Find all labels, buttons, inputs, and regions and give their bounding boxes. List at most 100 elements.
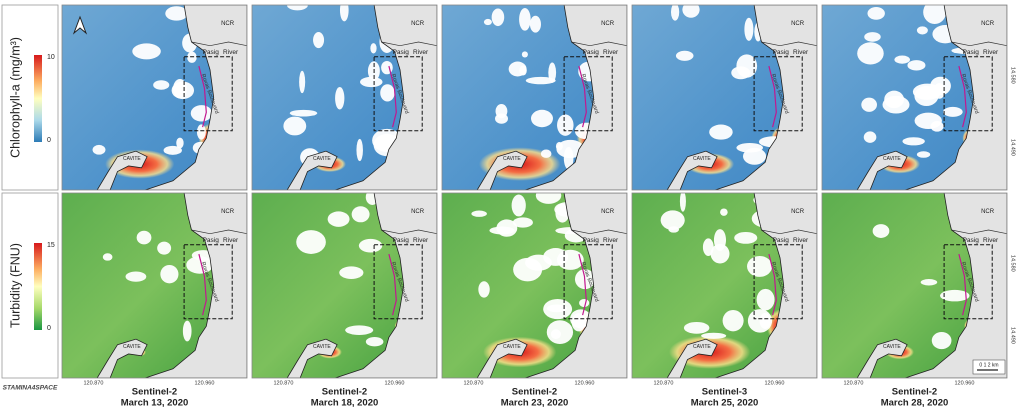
study-area (943, 56, 993, 132)
river-label: River (983, 49, 999, 56)
cloud (894, 55, 910, 64)
river-label: River (413, 237, 429, 244)
boulevard-line (768, 253, 777, 316)
color-bar (34, 243, 42, 330)
cloud (171, 81, 195, 100)
cloud (491, 8, 505, 27)
color-bar (34, 55, 42, 142)
cloud (710, 243, 730, 264)
peninsula (666, 338, 718, 378)
panel-date: March 13, 2020 (121, 398, 189, 408)
river-label: River (793, 49, 809, 56)
study-area (563, 56, 613, 132)
scale-bar: 0 1 2 km (979, 362, 998, 368)
river-label: Pasig (963, 237, 980, 244)
cloud (471, 210, 487, 217)
cloud (153, 80, 170, 90)
cloud (125, 271, 147, 282)
map-content (822, 193, 1007, 378)
cloud (550, 329, 561, 340)
cloud (102, 253, 113, 261)
cloud (132, 43, 161, 60)
cloud (744, 17, 754, 41)
map-content (62, 193, 247, 378)
y-tick-label: 14.490 (1010, 139, 1016, 156)
cloud (299, 70, 306, 94)
map-content (62, 5, 247, 190)
boulevard-line (198, 65, 207, 128)
land (715, 193, 817, 378)
cloud (339, 266, 364, 279)
cloud (747, 255, 773, 277)
province-label: CAVITE (883, 344, 901, 350)
cloud (916, 151, 931, 158)
cloud (756, 288, 775, 311)
province-label: CAVITE (313, 156, 331, 162)
cloud (675, 50, 694, 61)
y-tick-label: 14.580 (1010, 255, 1016, 272)
province-label: CAVITE (693, 156, 711, 162)
x-tick-label: 120.870 (844, 380, 864, 386)
land (525, 193, 627, 378)
cloud (519, 8, 531, 31)
map-border (821, 192, 1008, 379)
cloud (511, 194, 526, 217)
cloud (864, 32, 881, 42)
river-label: Pasig (773, 49, 790, 56)
cloud (345, 325, 374, 335)
x-tick-label: 120.870 (274, 380, 294, 386)
cloud (478, 281, 490, 298)
map-content (442, 193, 627, 378)
region-label: NCR (981, 209, 995, 215)
cloud (525, 76, 556, 85)
cloud (287, 5, 308, 11)
cloud (512, 217, 533, 228)
land (905, 193, 1007, 378)
study-area (753, 244, 803, 320)
panel-sensor: Sentinel-2 (132, 387, 177, 398)
province-label: CAVITE (503, 344, 521, 350)
logo: STAMINA4SPACE (3, 385, 58, 392)
cloud (546, 304, 568, 313)
cloud (360, 76, 383, 88)
panel-sensor: Sentinel-3 (702, 387, 747, 398)
x-tick-label: 120.960 (385, 380, 405, 386)
boulevard-line (578, 65, 587, 128)
map-border (441, 192, 628, 379)
y-tick-label: 14.490 (1010, 327, 1016, 344)
map-border (251, 4, 438, 191)
cloud (313, 31, 325, 49)
x-tick-label: 120.960 (955, 380, 975, 386)
river-label: Pasig (393, 49, 410, 56)
cloud (668, 226, 680, 233)
cloud (186, 256, 213, 274)
cloud (495, 104, 508, 119)
cloud (190, 105, 213, 122)
river-label: Pasig (203, 237, 220, 244)
river-label: River (603, 49, 619, 56)
x-tick-label: 120.960 (575, 380, 595, 386)
map-border (631, 4, 818, 191)
cloud (731, 66, 751, 80)
color-bar-max: 15 (47, 242, 55, 249)
province-label: CAVITE (883, 156, 901, 162)
river (191, 229, 247, 235)
cloud (709, 124, 733, 140)
river (571, 41, 627, 47)
region-label: NCR (221, 21, 235, 27)
cloud (902, 137, 925, 146)
x-tick-label: 120.870 (464, 380, 484, 386)
map-border (61, 4, 248, 191)
region-label: NCR (791, 21, 805, 27)
north-arrow (72, 15, 88, 35)
cloud (867, 6, 885, 20)
cloud (165, 6, 188, 21)
cloud (380, 84, 395, 102)
legend-label: Turbidity (FNU) (8, 243, 22, 328)
peninsula (666, 150, 718, 190)
cloud (861, 97, 877, 112)
